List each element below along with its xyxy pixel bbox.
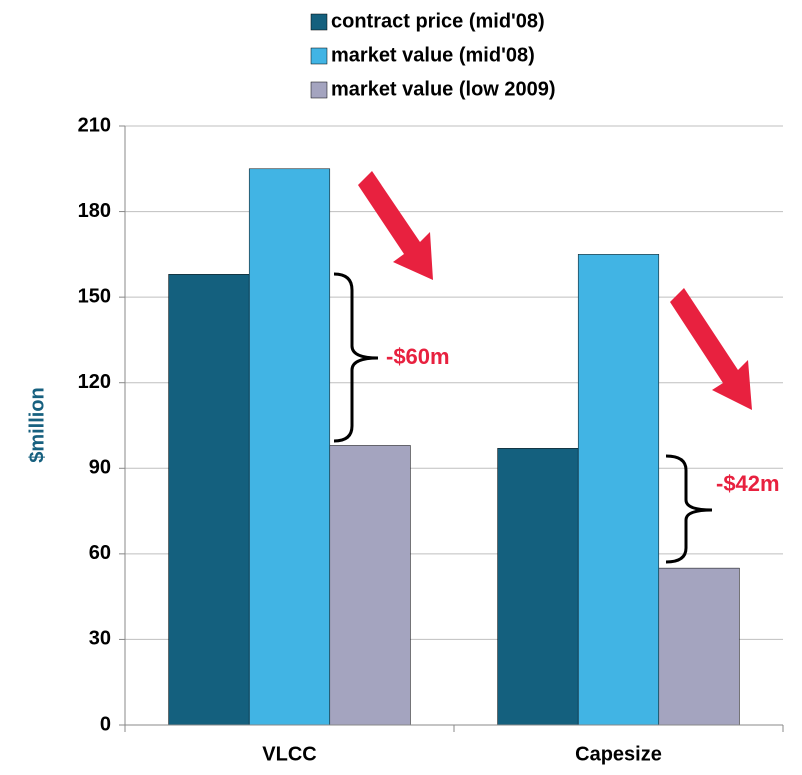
y-tick-label: 120 [78, 371, 111, 393]
legend-label: market value (low 2009) [331, 78, 556, 100]
y-tick-label: 0 [100, 713, 111, 735]
bar [168, 274, 250, 726]
y-tick-label: 60 [89, 542, 111, 564]
bar [577, 254, 660, 726]
annotation: -$42m [716, 471, 780, 496]
bar [658, 567, 740, 726]
bar [248, 168, 331, 726]
y-tick-label: 90 [89, 457, 111, 479]
arrow [670, 288, 752, 410]
legend-label: market value (mid'08) [331, 44, 535, 66]
brace [333, 272, 379, 443]
legend-swatch [310, 13, 328, 31]
annotation: -$60m [386, 344, 450, 369]
legend-label: contract price (mid'08) [331, 10, 545, 32]
y-tick-label: 180 [78, 200, 111, 222]
brace [665, 454, 713, 564]
bar [329, 445, 411, 726]
x-tick-label: VLCC [262, 743, 316, 765]
bar [497, 448, 579, 726]
legend-swatch [310, 81, 328, 99]
y-tick-label: 30 [89, 628, 111, 650]
y-axis-label: $million [26, 387, 48, 463]
y-tick-label: 150 [78, 285, 111, 307]
arrow [358, 171, 433, 280]
legend-swatch [310, 47, 328, 65]
x-tick-label: Capesize [575, 743, 662, 765]
y-tick-label: 210 [78, 114, 111, 136]
